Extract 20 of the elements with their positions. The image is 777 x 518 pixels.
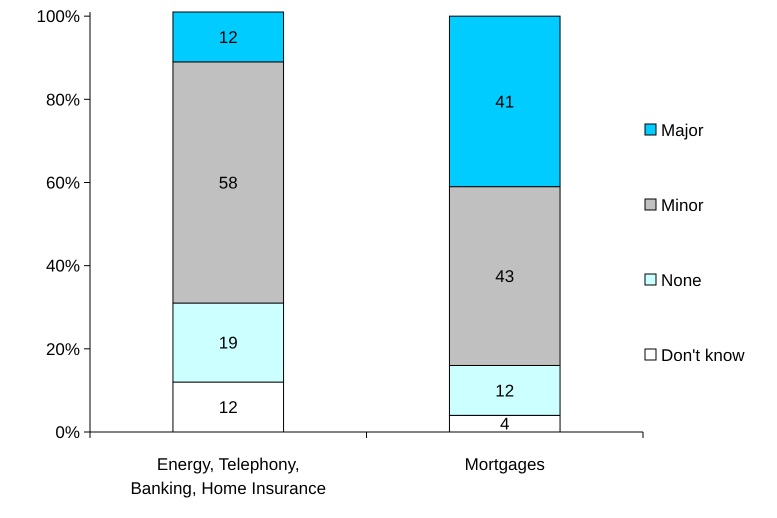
data-label: 12 <box>218 28 238 47</box>
x-tick-label: Mortgages <box>464 455 545 474</box>
legend-label: Major <box>661 121 704 140</box>
data-label: 41 <box>495 92 514 112</box>
legend-label: Don't know <box>661 346 746 365</box>
y-tick-label: 60% <box>46 173 80 192</box>
y-tick-label: 40% <box>46 256 80 276</box>
legend-label: Minor <box>661 196 704 215</box>
data-label: 43 <box>495 267 514 286</box>
y-tick-label: 20% <box>46 340 80 359</box>
y-tick-label: 0% <box>55 423 80 442</box>
legend-label: None <box>661 271 702 290</box>
y-tick-label: 80% <box>46 90 80 110</box>
data-label: 58 <box>218 173 238 192</box>
y-tick-label: 100% <box>36 7 80 26</box>
data-label: 4 <box>500 414 510 434</box>
data-label: 19 <box>218 334 238 353</box>
data-label: 12 <box>495 381 514 400</box>
data-label: 12 <box>218 398 238 418</box>
x-tick-label: Energy, Telephony, Banking, Home Insurance <box>130 455 326 498</box>
